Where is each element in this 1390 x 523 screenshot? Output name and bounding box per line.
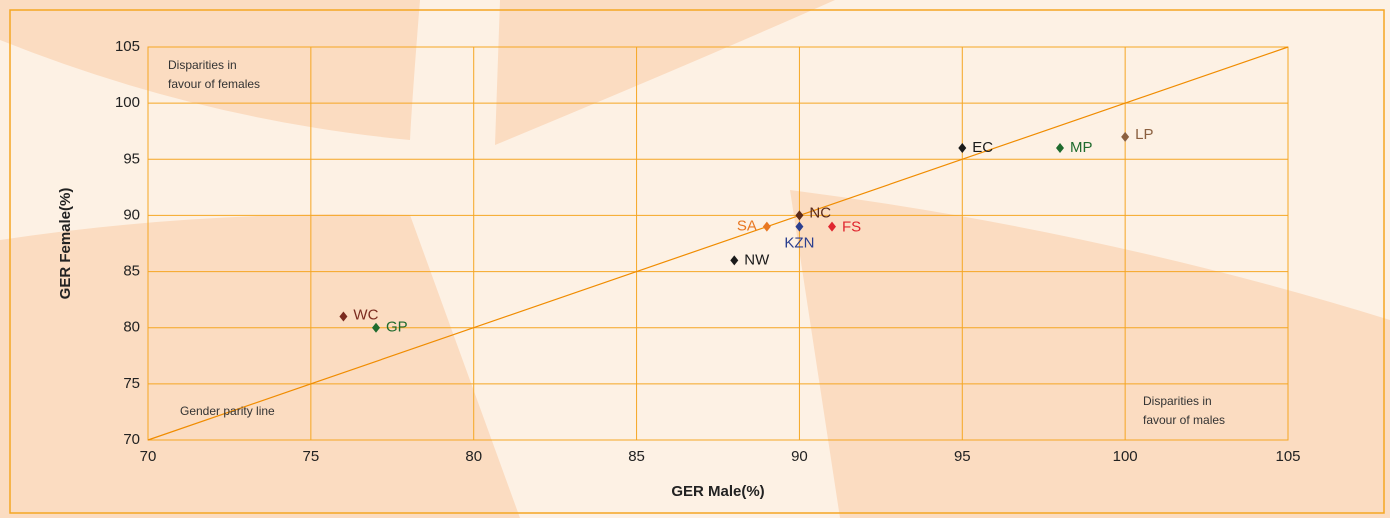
chart: 70 75 80 85 90 95 100 105 70 75 80 85 90 95 100 105 GER … — [0, 0, 1390, 518]
y-tick-label: 95 — [123, 150, 140, 167]
annotation: Gender parity line — [180, 404, 275, 418]
point-label: FS — [842, 219, 861, 236]
annotation: favour of males — [1143, 413, 1225, 427]
annotation: Disparities in — [1143, 394, 1212, 408]
point-label: WC — [353, 306, 378, 323]
y-tick-label: 80 — [123, 319, 140, 336]
y-tick-label: 100 — [115, 94, 140, 111]
x-tick-label: 80 — [465, 448, 482, 465]
annotation: Disparities in — [168, 58, 237, 72]
point-label: EC — [972, 139, 993, 156]
y-axis-title: GER Female(%) — [57, 188, 74, 300]
x-tick-label: 75 — [303, 448, 320, 465]
x-tick-label: 70 — [140, 448, 157, 465]
point-label: LP — [1135, 126, 1153, 143]
annotation: favour of females — [168, 77, 260, 91]
point-label: GP — [386, 319, 408, 336]
point-label: NC — [809, 204, 831, 221]
y-tick-label: 90 — [123, 206, 140, 223]
y-tick-label: 105 — [115, 38, 140, 55]
x-axis-title: GER Male(%) — [671, 483, 764, 500]
x-tick-label: 95 — [954, 448, 971, 465]
x-tick-label: 85 — [628, 448, 645, 465]
point-label: MP — [1070, 139, 1093, 156]
point-label: KZN — [784, 235, 814, 252]
y-tick-label: 85 — [123, 263, 140, 280]
point-label: SA — [737, 218, 757, 235]
point-label: NW — [744, 251, 770, 268]
y-tick-label: 70 — [123, 431, 140, 448]
y-tick-label: 75 — [123, 375, 140, 392]
x-tick-label: 100 — [1113, 448, 1138, 465]
x-tick-label: 90 — [791, 448, 808, 465]
x-tick-label: 105 — [1275, 448, 1300, 465]
